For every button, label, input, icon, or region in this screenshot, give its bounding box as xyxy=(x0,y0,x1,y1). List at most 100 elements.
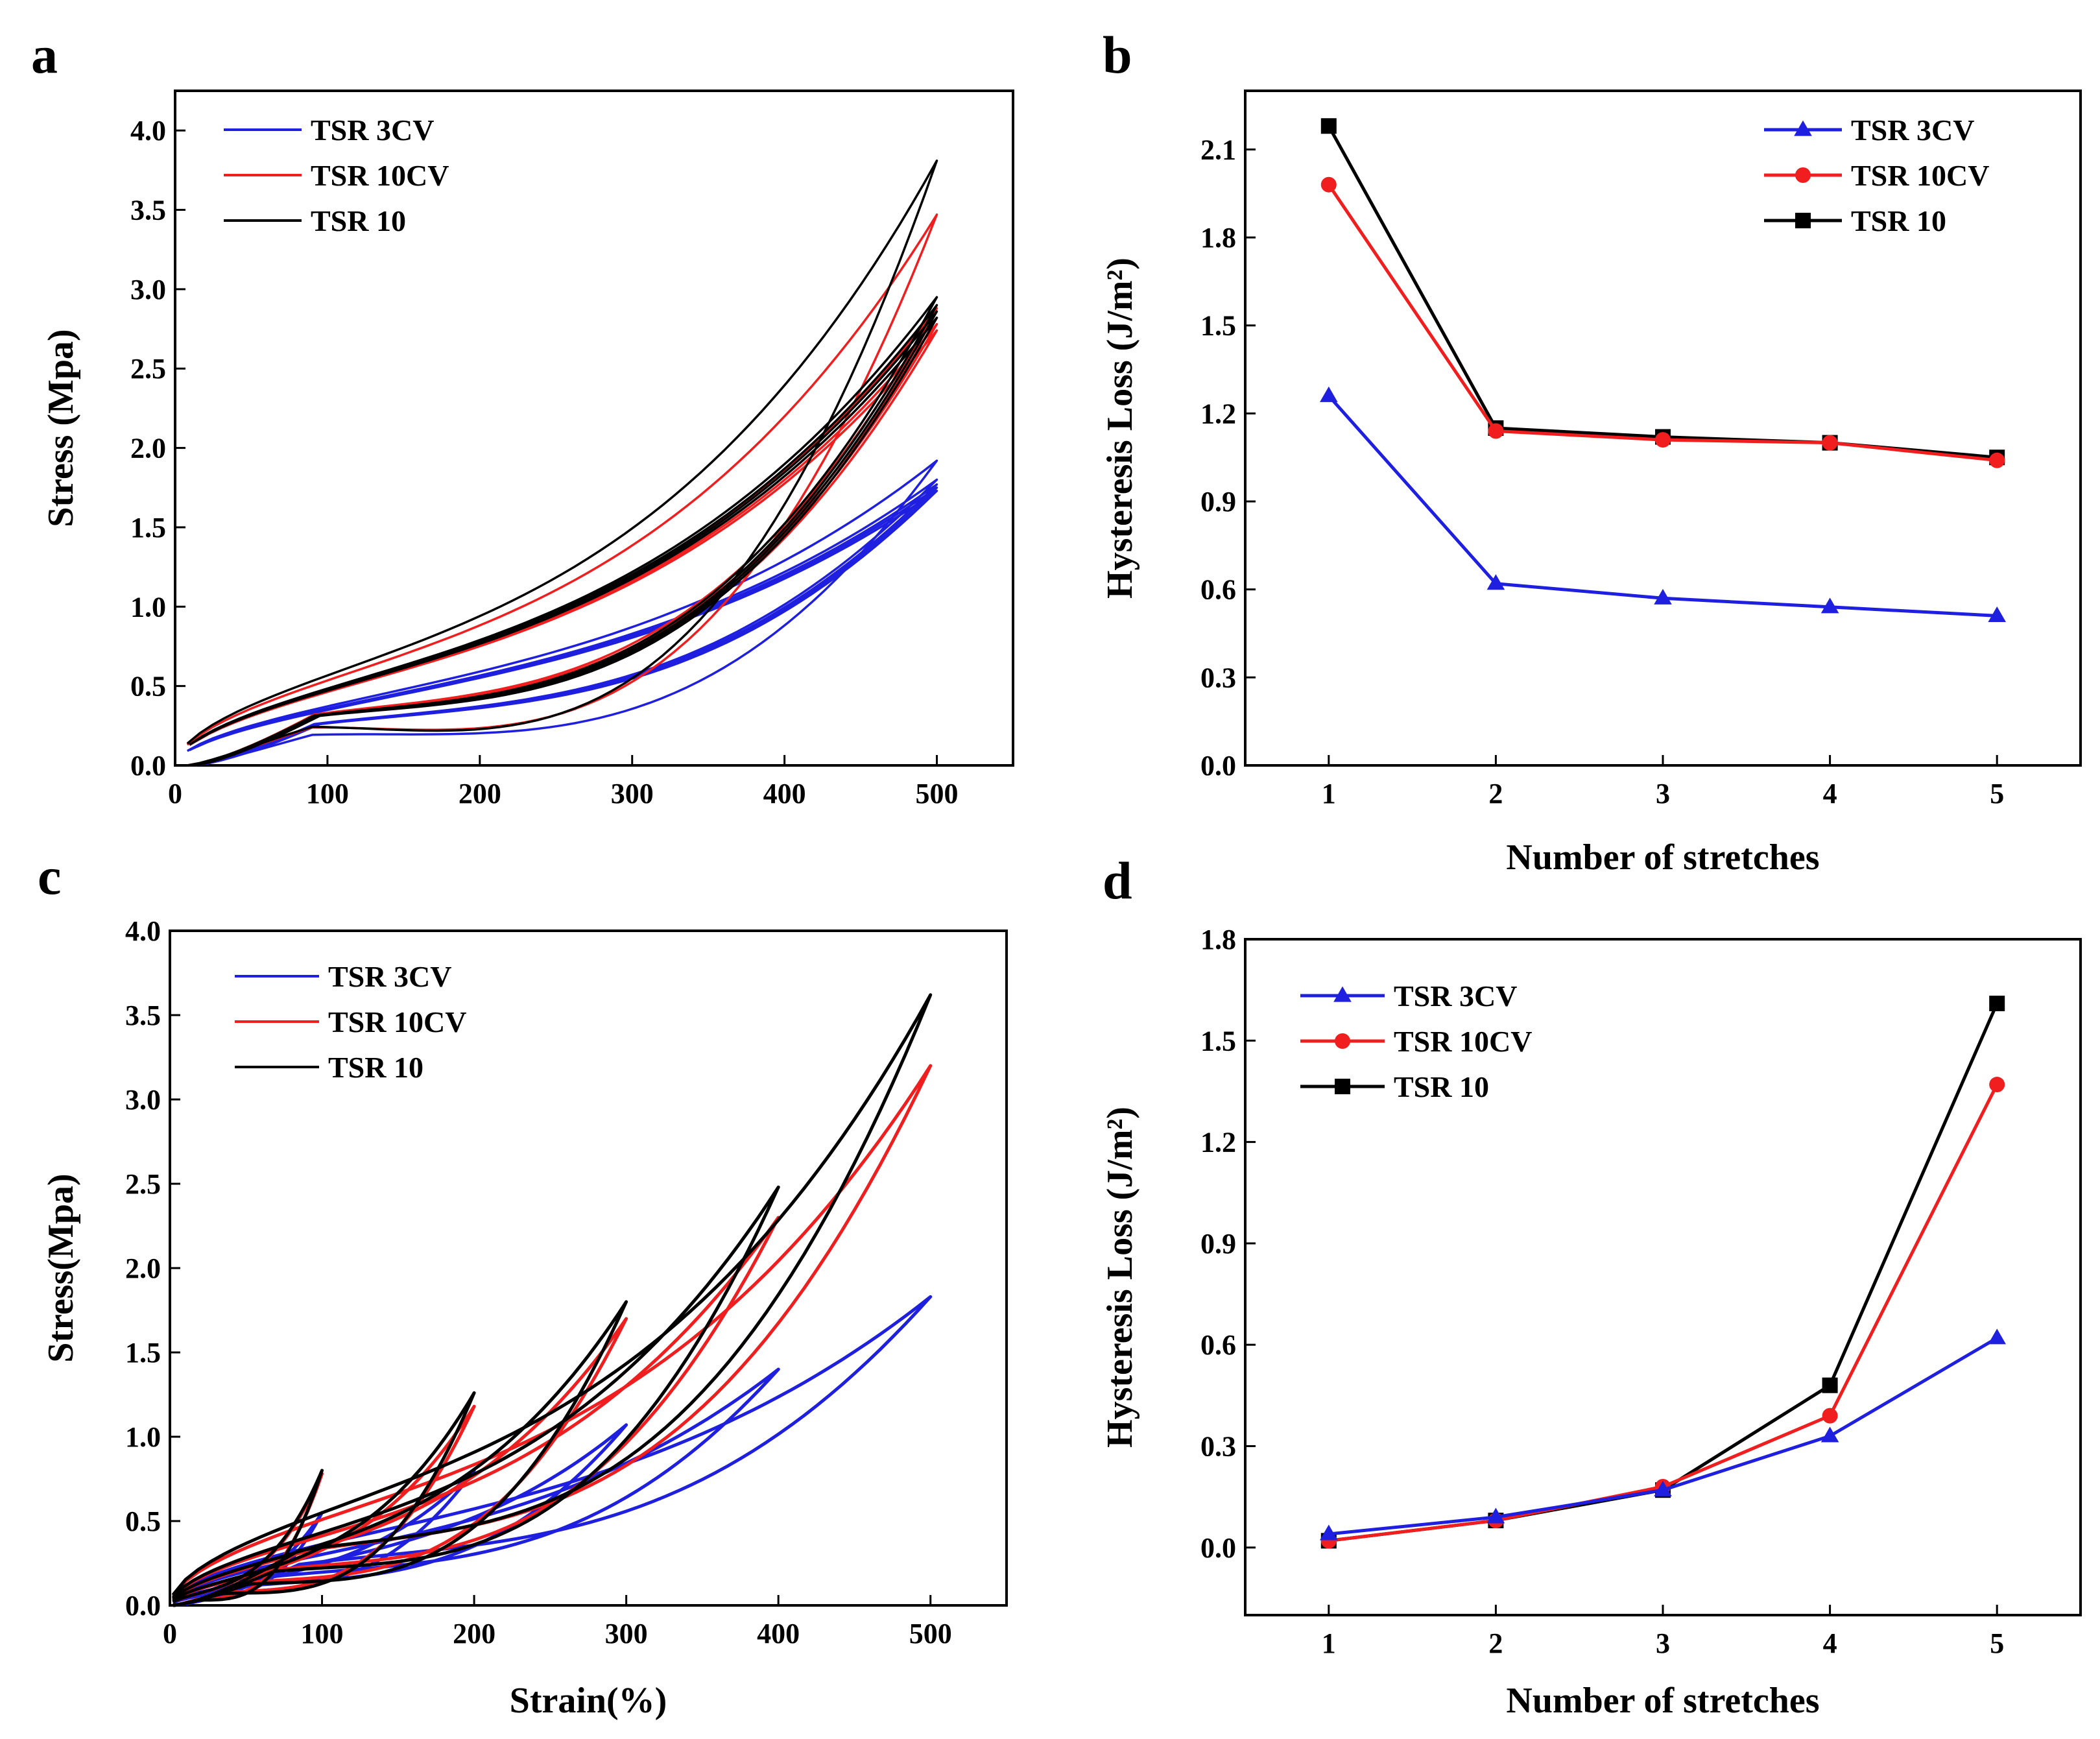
y-tick-label: 0.6 xyxy=(1200,574,1236,606)
y-tick-label: 1.5 xyxy=(1200,310,1236,342)
x-axis-label: Number of stretches xyxy=(1506,837,1819,878)
y-tick-label: 1.8 xyxy=(1200,222,1236,254)
legend-marker xyxy=(1335,1033,1350,1049)
data-point xyxy=(1988,606,2006,622)
series-line xyxy=(1328,1336,1998,1536)
y-tick-label: 1.0 xyxy=(130,591,166,623)
legend-entry: TSR 10CV xyxy=(328,1005,466,1038)
y-axis-label: Hysteresis Loss (J/m²) xyxy=(1100,1107,1140,1448)
data-point xyxy=(1989,995,2005,1011)
chart-panel-c: 0 100 200 300 400 500 0.0 0.5 1.0 1.5 2.0 2.5 3.0 3.5… xyxy=(41,915,1008,1721)
legend-entry: TSR 10 xyxy=(1851,204,1946,237)
series-tsr-3cv xyxy=(186,459,938,767)
legend-entry: TSR 10CV xyxy=(311,159,449,192)
x-tick-label: 500 xyxy=(916,778,959,810)
x-tick-label: 100 xyxy=(301,1618,344,1649)
data-point xyxy=(1488,423,1504,439)
x-tick-label: 300 xyxy=(611,778,654,810)
y-axis-label: Stress(Mpa) xyxy=(41,1173,81,1362)
x-tick-label: 4 xyxy=(1823,1627,1837,1659)
data-point xyxy=(1820,597,1839,614)
x-tick-label: 5 xyxy=(1990,1627,2004,1659)
x-tick-label: 100 xyxy=(306,778,349,810)
legend-entry: TSR 10CV xyxy=(1851,159,1989,192)
x-tick-label: 200 xyxy=(459,778,501,810)
y-tick-label: 4.0 xyxy=(130,115,166,147)
stress-loop xyxy=(172,1300,628,1607)
x-tick-label: 400 xyxy=(763,778,806,810)
plot-frame xyxy=(174,90,1014,767)
x-tick-label: 0 xyxy=(168,778,182,810)
chart-panel-d: 1 2 3 4 5 0.0 0.3 0.6 0.9 1.2 1.5 1.8 Hysteresis Los… xyxy=(1100,924,2082,1721)
y-tick-label: 0.0 xyxy=(1200,750,1236,782)
y-tick-label: 0.5 xyxy=(130,671,166,702)
data-point xyxy=(1822,1408,1838,1424)
legend-entry: TSR 10 xyxy=(1394,1070,1489,1103)
stress-loop xyxy=(196,329,938,767)
data-point xyxy=(1655,432,1671,448)
y-tick-label: 1.8 xyxy=(1200,924,1236,955)
y-tick-label: 3.0 xyxy=(130,274,166,306)
y-axis-label: Hysteresis Loss (J/m²) xyxy=(1100,258,1140,599)
stress-loop xyxy=(196,489,938,767)
stress-loop xyxy=(171,1064,933,1607)
x-tick-label: 0 xyxy=(163,1618,177,1649)
legend-entry: TSR 3CV xyxy=(328,960,451,993)
y-tick-label: 0.0 xyxy=(130,750,166,782)
y-tick-label: 2.5 xyxy=(125,1168,161,1200)
y-tick-label: 0.9 xyxy=(1200,1228,1236,1260)
data-point xyxy=(1486,1507,1505,1524)
y-tick-label: 1.5 xyxy=(1200,1025,1236,1057)
y-tick-label: 0.3 xyxy=(1200,662,1236,693)
y-tick-label: 0.0 xyxy=(1200,1532,1236,1564)
data-point xyxy=(1320,1524,1338,1541)
data-point xyxy=(1654,588,1672,605)
stress-loop xyxy=(172,1469,324,1607)
x-tick-label: 500 xyxy=(909,1618,952,1649)
series-tsr-3cv xyxy=(1320,386,2006,622)
legend-marker xyxy=(1795,167,1811,183)
y-tick-label: 1.5 xyxy=(125,1337,161,1369)
y-tick-label: 0.9 xyxy=(1200,486,1236,518)
x-tick-label: 1 xyxy=(1322,1627,1336,1659)
x-tick-label: 2 xyxy=(1488,778,1503,810)
x-tick-label: 1 xyxy=(1322,778,1336,810)
series-tsr-3cv xyxy=(1320,1328,2006,1541)
data-point xyxy=(1820,1426,1839,1443)
data-point xyxy=(1989,1077,2005,1093)
y-axis-label: Stress (Mpa) xyxy=(41,329,81,527)
series-line xyxy=(1327,394,1998,618)
panel-letter-c: c xyxy=(38,846,61,905)
x-tick-label: 5 xyxy=(1990,778,2004,810)
data-point xyxy=(1654,1480,1672,1496)
stress-loop xyxy=(186,159,938,767)
stress-loop xyxy=(196,317,938,767)
y-tick-label: 2.1 xyxy=(1200,134,1236,165)
y-tick-label: 1.2 xyxy=(1200,398,1236,429)
stress-loop xyxy=(171,1216,780,1607)
panel-letter-d: d xyxy=(1103,851,1132,910)
legend-entry: TSR 3CV xyxy=(1394,979,1517,1013)
x-tick-label: 300 xyxy=(605,1618,648,1649)
legend-marker xyxy=(1335,1079,1350,1094)
series-tsr-10cv xyxy=(1320,1077,2005,1549)
x-tick-label: 3 xyxy=(1656,1627,1670,1659)
plot-frame xyxy=(169,929,1008,1607)
x-axis-label: Number of stretches xyxy=(1506,1681,1819,1721)
data-point xyxy=(1988,1328,2006,1345)
data-point xyxy=(1320,386,1338,402)
y-tick-label: 2.5 xyxy=(130,353,166,385)
y-tick-label: 0.0 xyxy=(125,1590,161,1622)
data-point xyxy=(1822,1377,1838,1393)
y-tick-label: 0.3 xyxy=(1200,1431,1236,1463)
y-tick-label: 1.2 xyxy=(1200,1127,1236,1158)
x-tick-label: 2 xyxy=(1488,1627,1503,1659)
x-tick-label: 400 xyxy=(757,1618,800,1649)
panel-letter-b: b xyxy=(1103,25,1132,84)
x-tick-label: 200 xyxy=(453,1618,495,1649)
legend-entry: TSR 3CV xyxy=(1851,114,1974,147)
y-tick-label: 4.0 xyxy=(125,915,161,947)
legend-marker xyxy=(1794,120,1812,136)
x-tick-label: 3 xyxy=(1656,778,1670,810)
